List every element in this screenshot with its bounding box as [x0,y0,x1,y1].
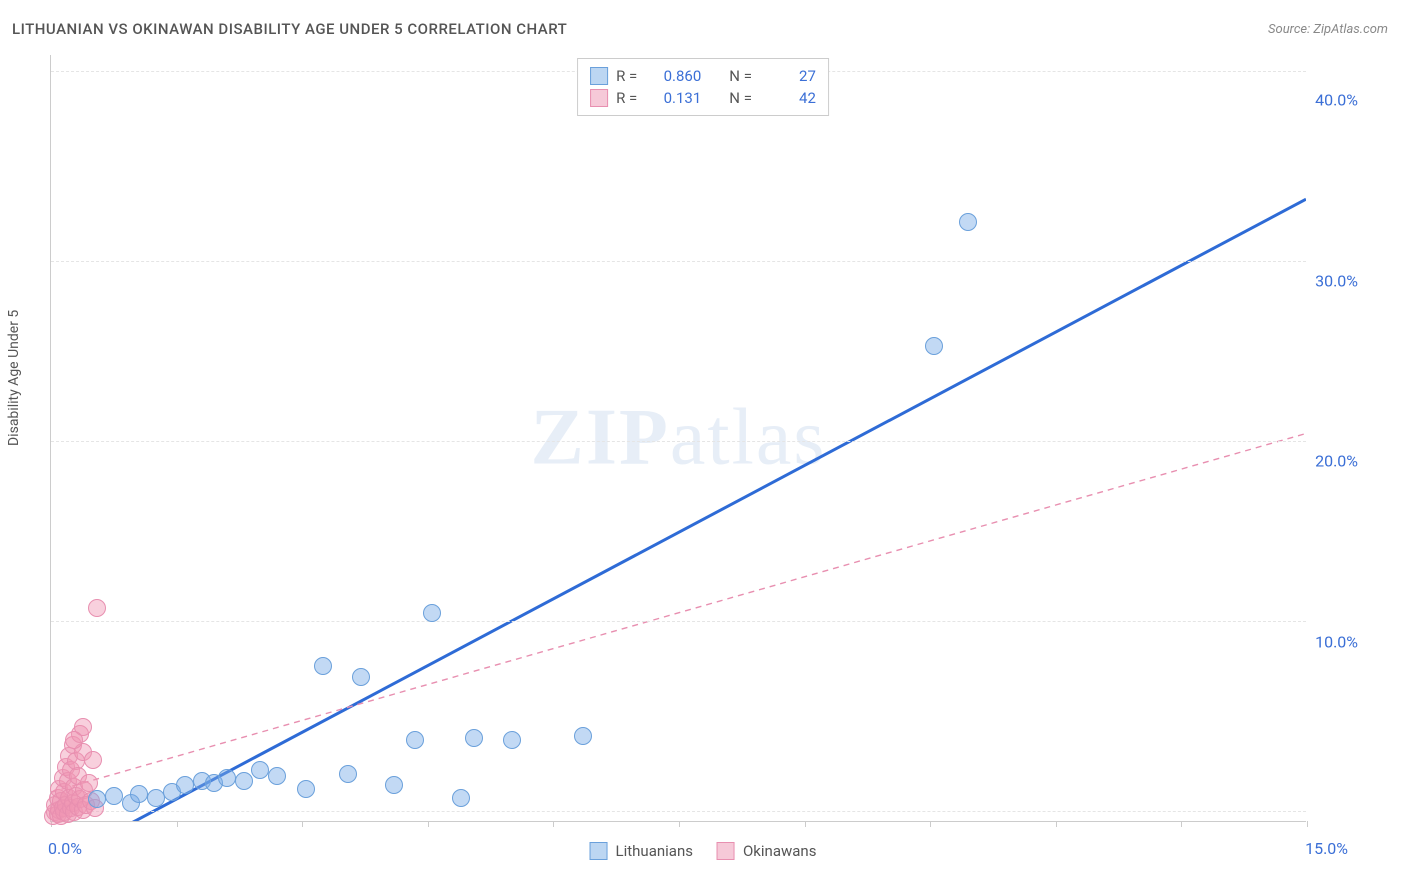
y-tick-label: 20.0% [1315,452,1358,471]
data-point [176,776,194,794]
gridline [51,811,1306,812]
data-point [452,789,470,807]
legend-swatch [717,842,735,860]
gridline [51,621,1306,622]
data-point [235,772,253,790]
correlation-legend: R = 0.860 N = 27 R = 0.131 N = 42 [577,58,829,116]
x-tick [1181,821,1182,827]
legend-swatch [590,842,608,860]
correlation-row: R = 0.131 N = 42 [590,87,816,109]
plot-area: ZIPatlas [50,55,1306,822]
data-point [80,774,98,792]
gridline [51,261,1306,262]
r-label: R = [616,89,637,107]
chart-title: LITHUANIAN VS OKINAWAN DISABILITY AGE UN… [12,20,567,38]
data-point [385,776,403,794]
x-tick [805,821,806,827]
data-point [465,729,483,747]
x-tick [302,821,303,827]
x-tick [428,821,429,827]
legend-item: Lithuanians [590,842,693,860]
data-point [339,765,357,783]
source-attribution: Source: ZipAtlas.com [1268,22,1388,37]
data-point [84,751,102,769]
data-point [147,789,165,807]
x-tick [177,821,178,827]
x-tick [930,821,931,827]
trend-lines [51,55,1306,821]
watermark-bold: ZIP [531,394,670,482]
n-value: 27 [760,67,816,85]
watermark: ZIPatlas [531,393,827,484]
data-point [574,727,592,745]
n-value: 42 [760,89,816,107]
gridline [51,441,1306,442]
data-point [297,780,315,798]
data-point [268,767,286,785]
r-value: 0.860 [645,67,701,85]
data-point [251,761,269,779]
series-legend: Lithuanians Okinawans [590,842,817,860]
x-tick [553,821,554,827]
y-tick-label: 40.0% [1315,91,1358,110]
correlation-row: R = 0.860 N = 27 [590,65,816,87]
n-label: N = [729,67,752,85]
data-point [88,599,106,617]
x-tick [679,821,680,827]
legend-swatch [590,89,608,107]
x-tick [1056,821,1057,827]
x-axis-max-label: 15.0% [1305,839,1348,858]
data-point [218,769,236,787]
trend-line [51,433,1306,792]
x-tick [1307,821,1308,827]
data-point [503,731,521,749]
legend-swatch [590,67,608,85]
data-point [352,668,370,686]
data-point [105,787,123,805]
data-point [65,731,83,749]
data-point [88,790,106,808]
r-value: 0.131 [645,89,701,107]
data-point [130,785,148,803]
y-tick-label: 10.0% [1315,632,1358,651]
legend-label: Lithuanians [616,842,693,860]
correlation-chart: LITHUANIAN VS OKINAWAN DISABILITY AGE UN… [0,0,1406,892]
legend-item: Okinawans [717,842,816,860]
data-point [423,604,441,622]
watermark-rest: atlas [670,394,827,482]
data-point [406,731,424,749]
r-label: R = [616,67,637,85]
data-point [925,337,943,355]
x-axis-min-label: 0.0% [48,839,82,858]
trend-line [101,199,1306,821]
legend-label: Okinawans [743,842,816,860]
data-point [959,213,977,231]
y-tick-label: 30.0% [1315,271,1358,290]
n-label: N = [729,89,752,107]
data-point [314,657,332,675]
y-axis-title: Disability Age Under 5 [6,310,22,446]
